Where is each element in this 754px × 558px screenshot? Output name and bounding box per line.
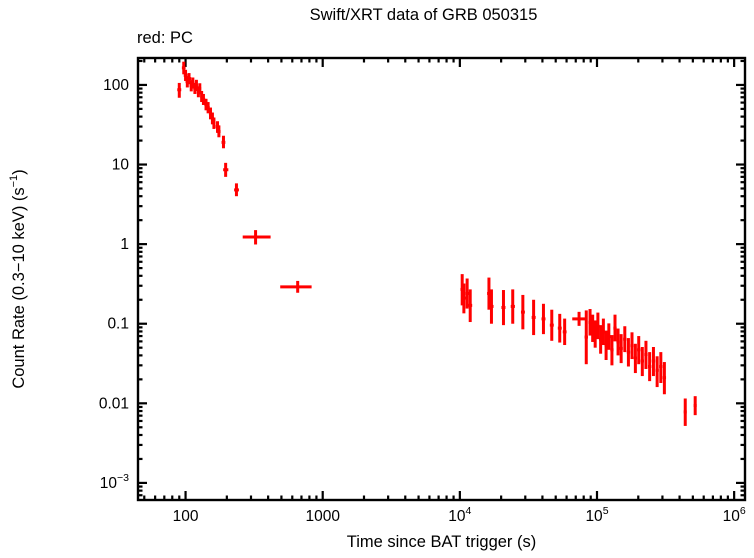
y-tick-label: 0.01 xyxy=(99,395,129,412)
x-tick-label: 1000 xyxy=(305,508,340,525)
y-tick-label: 10 xyxy=(112,157,130,174)
plot-frame xyxy=(136,56,747,502)
y-tick-label: 0.1 xyxy=(107,316,129,333)
x-axis-label: Time since BAT trigger (s) xyxy=(347,533,536,551)
chart-title: Swift/XRT data of GRB 050315 xyxy=(309,6,538,24)
x-tick-label: 100 xyxy=(173,508,199,525)
mode-label: red: PC xyxy=(137,29,193,47)
y-tick-label: 100 xyxy=(103,77,129,94)
x-tick-label: 104 xyxy=(448,505,471,525)
x-tick-label: 105 xyxy=(585,505,608,525)
y-tick-label: 10−3 xyxy=(100,472,129,492)
y-axis-label: Count Rate (0.3−10 keV) (s−1) xyxy=(8,169,28,388)
x-tick-label: 106 xyxy=(723,505,746,525)
y-tick-label: 1 xyxy=(120,236,129,253)
